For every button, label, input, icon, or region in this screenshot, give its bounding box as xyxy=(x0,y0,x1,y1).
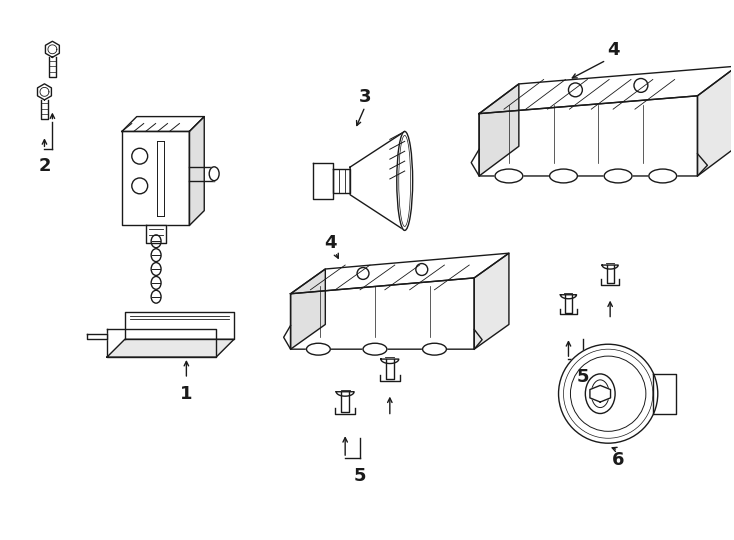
Polygon shape xyxy=(653,374,675,414)
Polygon shape xyxy=(479,84,519,176)
Polygon shape xyxy=(565,295,572,313)
Polygon shape xyxy=(291,269,325,349)
Polygon shape xyxy=(350,131,404,231)
Polygon shape xyxy=(291,278,474,349)
Text: 6: 6 xyxy=(612,451,625,469)
Ellipse shape xyxy=(151,276,161,289)
Polygon shape xyxy=(561,295,576,299)
Polygon shape xyxy=(602,265,618,269)
Ellipse shape xyxy=(495,169,523,183)
Polygon shape xyxy=(125,312,234,339)
Polygon shape xyxy=(333,169,350,193)
Polygon shape xyxy=(189,117,204,226)
Polygon shape xyxy=(122,117,204,131)
Ellipse shape xyxy=(151,291,161,303)
Polygon shape xyxy=(697,66,734,176)
Polygon shape xyxy=(107,329,216,357)
Polygon shape xyxy=(380,375,400,381)
Polygon shape xyxy=(590,386,611,402)
Polygon shape xyxy=(291,253,509,294)
Polygon shape xyxy=(122,131,189,226)
Polygon shape xyxy=(341,392,349,411)
Polygon shape xyxy=(601,279,619,285)
Polygon shape xyxy=(146,226,166,244)
Polygon shape xyxy=(107,339,234,357)
Polygon shape xyxy=(606,265,614,283)
Polygon shape xyxy=(87,334,107,339)
Polygon shape xyxy=(46,41,59,57)
Text: 5: 5 xyxy=(577,368,589,386)
Ellipse shape xyxy=(604,169,632,183)
Text: 3: 3 xyxy=(359,88,371,106)
Polygon shape xyxy=(479,66,734,113)
Text: 5: 5 xyxy=(354,467,366,485)
Polygon shape xyxy=(335,408,355,414)
Polygon shape xyxy=(49,57,56,77)
Polygon shape xyxy=(313,163,333,199)
Text: 4: 4 xyxy=(324,234,336,252)
Ellipse shape xyxy=(585,374,615,414)
Ellipse shape xyxy=(151,235,161,248)
Ellipse shape xyxy=(397,131,413,231)
Text: 4: 4 xyxy=(607,41,619,59)
Polygon shape xyxy=(41,100,48,119)
Text: 1: 1 xyxy=(180,384,192,403)
Polygon shape xyxy=(386,359,394,379)
Polygon shape xyxy=(559,309,578,314)
Ellipse shape xyxy=(307,343,330,355)
Circle shape xyxy=(559,344,658,443)
Ellipse shape xyxy=(151,262,161,275)
Ellipse shape xyxy=(209,167,219,181)
Ellipse shape xyxy=(151,249,161,261)
Polygon shape xyxy=(479,96,697,176)
Ellipse shape xyxy=(363,343,387,355)
Polygon shape xyxy=(37,84,51,100)
Ellipse shape xyxy=(550,169,578,183)
Text: 2: 2 xyxy=(38,157,51,175)
Ellipse shape xyxy=(649,169,677,183)
Polygon shape xyxy=(381,359,399,363)
Polygon shape xyxy=(474,253,509,349)
Polygon shape xyxy=(336,392,354,396)
Ellipse shape xyxy=(423,343,446,355)
